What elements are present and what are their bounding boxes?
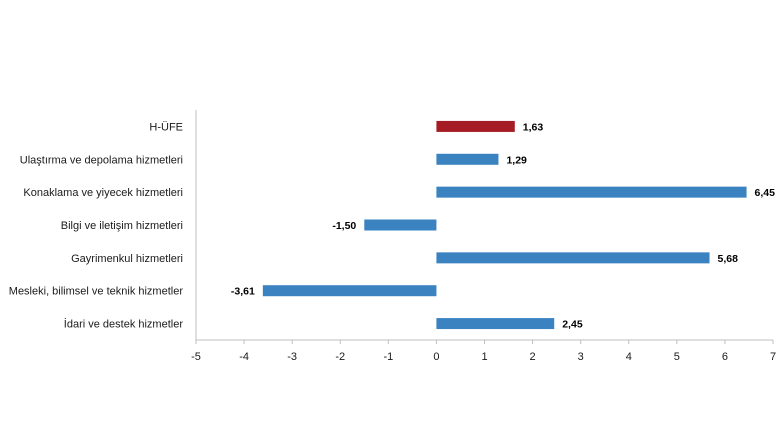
chart-axes — [195, 110, 774, 344]
bar — [364, 219, 437, 231]
category-label: H-ÜFE — [149, 121, 183, 133]
x-tick-label: -4 — [239, 351, 249, 363]
x-tick-label: 1 — [481, 351, 487, 363]
bar — [436, 186, 747, 198]
bar — [436, 153, 499, 165]
data-label: -3,61 — [231, 286, 255, 298]
chart-labels: -5 -4 -3 -2 -1 0 1 2 3 4 5 6 7 H-ÜFE 1,63 Ulaştırma ve … — [9, 121, 776, 363]
bar — [436, 252, 710, 264]
x-tick-label: 6 — [722, 351, 728, 363]
category-label: Mesleki, bilimsel ve teknik hizmetler — [9, 286, 184, 298]
data-label: 1,63 — [523, 121, 544, 133]
x-tick-label: -3 — [287, 351, 297, 363]
category-label: Gayrimenkul hizmetleri — [71, 253, 183, 265]
chart-bars — [262, 120, 747, 330]
category-label: Bilgi ve iletişim hizmetleri — [61, 220, 183, 232]
data-label: -1,50 — [332, 220, 356, 232]
x-tick-label: 3 — [578, 351, 584, 363]
data-label: 1,29 — [506, 154, 527, 166]
data-label: 6,45 — [755, 187, 776, 199]
category-label: Konaklama ve yiyecek hizmetleri — [23, 187, 183, 199]
category-label: Ulaştırma ve depolama hizmetleri — [20, 154, 183, 166]
category-label: İdari ve destek hizmetler — [64, 318, 184, 331]
data-label: 2,45 — [562, 319, 583, 331]
x-tick-label: 0 — [433, 351, 439, 363]
x-tick-label: 5 — [674, 351, 680, 363]
bar — [436, 318, 555, 330]
x-tick-label: 4 — [626, 351, 632, 363]
x-tick-label: 7 — [770, 351, 776, 363]
x-tick-label: -2 — [335, 351, 345, 363]
bar — [262, 285, 437, 297]
x-tick-label: -5 — [191, 351, 201, 363]
data-label: 5,68 — [718, 253, 739, 265]
bar — [436, 120, 515, 132]
x-tick-label: 2 — [530, 351, 536, 363]
x-tick-label: -1 — [383, 351, 393, 363]
